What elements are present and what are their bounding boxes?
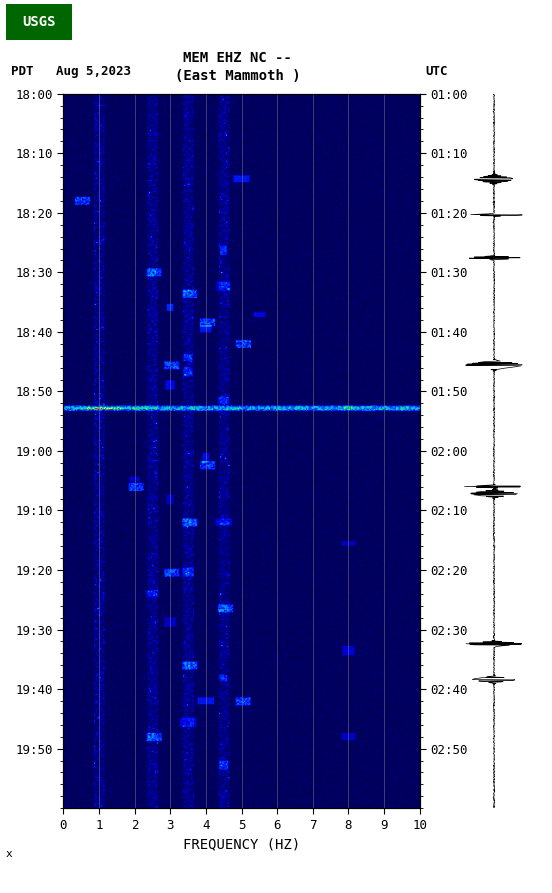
X-axis label: FREQUENCY (HZ): FREQUENCY (HZ) (183, 837, 300, 851)
Text: x: x (6, 849, 12, 859)
FancyBboxPatch shape (6, 4, 72, 40)
Text: UTC: UTC (425, 65, 448, 78)
Text: PDT   Aug 5,2023: PDT Aug 5,2023 (11, 65, 131, 78)
Text: USGS: USGS (22, 15, 55, 29)
Text: MEM EHZ NC --: MEM EHZ NC -- (183, 51, 292, 65)
Text: (East Mammoth ): (East Mammoth ) (174, 69, 300, 83)
